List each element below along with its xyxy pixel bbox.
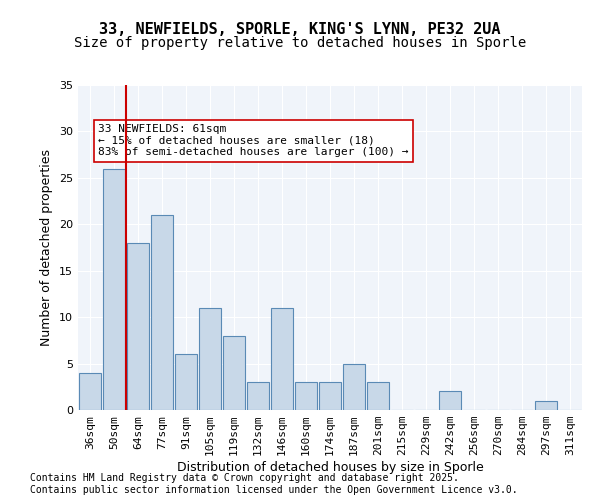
Bar [535,400,557,410]
Bar [343,364,365,410]
Y-axis label: Number of detached properties: Number of detached properties [40,149,53,346]
Bar [439,392,461,410]
Bar [199,308,221,410]
Bar [103,168,125,410]
Bar [247,382,269,410]
Bar [223,336,245,410]
Bar [271,308,293,410]
Bar [367,382,389,410]
Text: 33 NEWFIELDS: 61sqm
← 15% of detached houses are smaller (18)
83% of semi-detach: 33 NEWFIELDS: 61sqm ← 15% of detached ho… [98,124,409,157]
Bar [151,215,173,410]
Bar [295,382,317,410]
Text: 33, NEWFIELDS, SPORLE, KING'S LYNN, PE32 2UA: 33, NEWFIELDS, SPORLE, KING'S LYNN, PE32… [99,22,501,38]
Bar [79,373,101,410]
X-axis label: Distribution of detached houses by size in Sporle: Distribution of detached houses by size … [176,461,484,474]
Text: Size of property relative to detached houses in Sporle: Size of property relative to detached ho… [74,36,526,50]
Bar [175,354,197,410]
Text: Contains HM Land Registry data © Crown copyright and database right 2025.
Contai: Contains HM Land Registry data © Crown c… [30,474,518,495]
Bar [319,382,341,410]
Bar [127,243,149,410]
